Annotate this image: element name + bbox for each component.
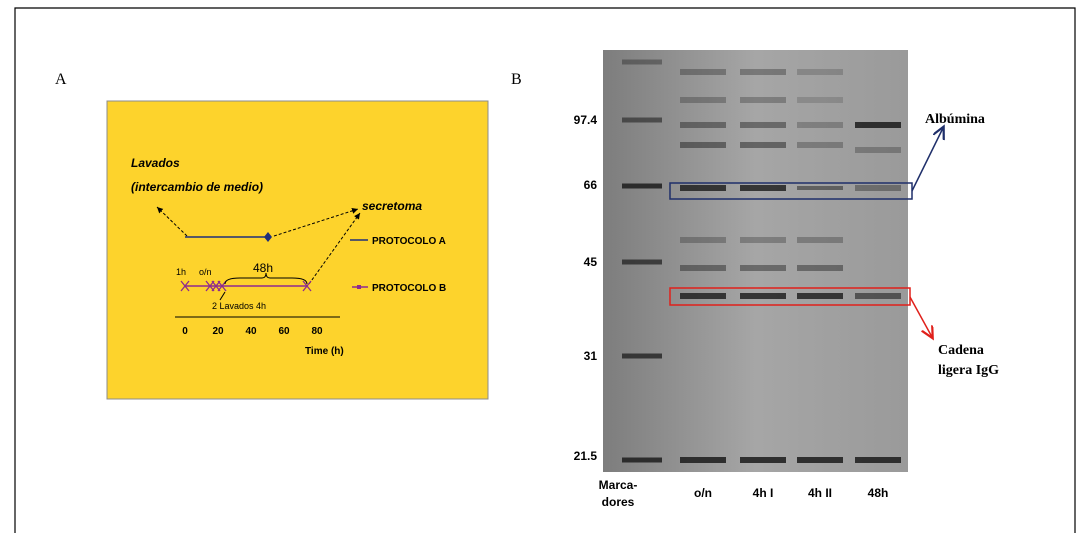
x-tick-label: 80 xyxy=(311,326,323,337)
band xyxy=(740,185,786,191)
figure: A Lavados (intercambio de medio) secreto… xyxy=(0,0,1084,533)
medium-label: (intercambio de medio) xyxy=(131,180,263,194)
x-axis-title: Time (h) xyxy=(305,346,344,357)
band xyxy=(855,185,901,191)
secretome-label: secretoma xyxy=(362,199,422,213)
band xyxy=(680,142,726,148)
band xyxy=(855,293,901,299)
legend-marker xyxy=(357,285,361,289)
band xyxy=(855,457,901,463)
band xyxy=(740,97,786,103)
mw-label: 66 xyxy=(584,178,598,192)
band xyxy=(622,260,662,265)
band xyxy=(855,147,901,153)
lane-label: 4h I xyxy=(753,486,774,500)
band xyxy=(680,69,726,75)
band xyxy=(797,293,843,299)
timeline-label: 1h xyxy=(176,267,186,277)
band xyxy=(680,97,726,103)
timeline-label: 48h xyxy=(253,261,273,275)
timeline-label: o/n xyxy=(199,267,212,277)
band xyxy=(680,265,726,271)
band xyxy=(740,142,786,148)
band xyxy=(622,60,662,65)
panel-a-box xyxy=(107,101,488,399)
band xyxy=(740,237,786,243)
legend-label: PROTOCOLO B xyxy=(372,283,446,294)
panel-label: B xyxy=(511,71,522,88)
band xyxy=(680,237,726,243)
band xyxy=(680,293,726,299)
band xyxy=(855,122,901,128)
band xyxy=(797,186,843,190)
band xyxy=(797,237,843,243)
band xyxy=(740,293,786,299)
mw-label: 21.5 xyxy=(574,449,598,463)
igg-label: Cadena xyxy=(938,343,984,358)
mw-label: 31 xyxy=(584,349,598,363)
band xyxy=(622,458,662,463)
band xyxy=(797,122,843,128)
band xyxy=(680,185,726,191)
albumin-label: Albúmina xyxy=(925,112,985,127)
band xyxy=(797,265,843,271)
washes-label: Lavados xyxy=(131,156,180,170)
igg-arrow xyxy=(910,297,932,337)
band xyxy=(740,69,786,75)
band xyxy=(622,118,662,123)
x-tick-label: 0 xyxy=(182,326,188,337)
timeline-label: 2 Lavados 4h xyxy=(212,301,266,311)
band xyxy=(622,184,662,189)
lane-label: 48h xyxy=(868,486,889,500)
x-tick-label: 20 xyxy=(212,326,224,337)
lane-label: dores xyxy=(602,495,635,509)
albumin-arrow xyxy=(912,128,943,191)
mw-label: 45 xyxy=(584,255,598,269)
panel-label: A xyxy=(55,71,67,88)
band xyxy=(740,122,786,128)
x-tick-label: 40 xyxy=(245,326,257,337)
band xyxy=(622,354,662,359)
band xyxy=(797,97,843,103)
band xyxy=(740,457,786,463)
lane-label: o/n xyxy=(694,486,712,500)
band xyxy=(680,122,726,128)
lane-label: 4h II xyxy=(808,486,832,500)
band xyxy=(680,457,726,463)
legend-label: PROTOCOLO A xyxy=(372,236,446,247)
band xyxy=(740,265,786,271)
band xyxy=(797,142,843,148)
x-tick-label: 60 xyxy=(278,326,290,337)
mw-label: 97.4 xyxy=(574,113,598,127)
band xyxy=(797,69,843,75)
igg-label: ligera IgG xyxy=(938,363,999,378)
band xyxy=(797,457,843,463)
lane-label: Marca- xyxy=(599,478,638,492)
